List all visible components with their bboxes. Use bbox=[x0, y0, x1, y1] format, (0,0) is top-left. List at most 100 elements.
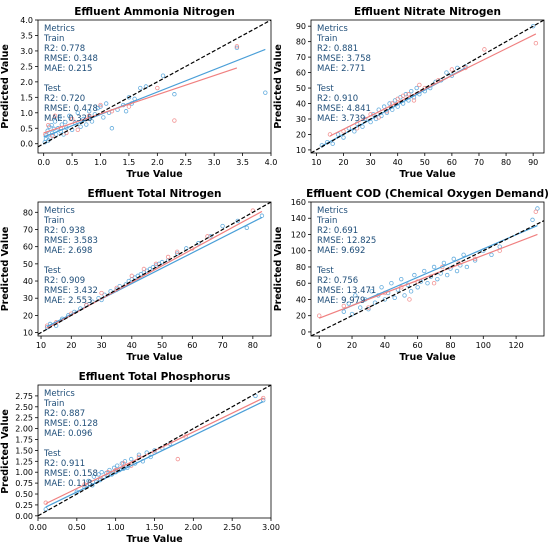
chart-3-train-point bbox=[408, 289, 414, 294]
chart-0-train-point bbox=[52, 119, 58, 124]
chart-3-metrics-line: R2: 0.691 bbox=[317, 226, 358, 236]
chart-2-x-tick-label: 30 bbox=[96, 341, 106, 350]
chart-0-train-point bbox=[138, 85, 143, 91]
chart-4-title: Effluent Total Phosphorus bbox=[79, 371, 231, 383]
chart-4-x-tick-label: 3.00 bbox=[262, 523, 280, 532]
chart-3-train-point bbox=[399, 276, 404, 282]
chart-3-identity-line bbox=[311, 220, 544, 336]
chart-4-y-tick-label: 2.50 bbox=[15, 403, 33, 412]
chart-3-test-point bbox=[366, 305, 371, 310]
chart-1-train-point bbox=[335, 132, 341, 137]
chart-4-x-tick-label: 0.50 bbox=[68, 523, 86, 532]
chart-1-x-tick-label: 20 bbox=[338, 158, 348, 167]
chart-3-y-tick-label: 20 bbox=[296, 312, 306, 321]
chart-1-train-point bbox=[444, 70, 449, 75]
chart-4-y-tick-label: 0.00 bbox=[15, 512, 33, 521]
chart-1-x-tick-label: 50 bbox=[420, 158, 430, 167]
chart-4-metrics-line: Train bbox=[43, 399, 64, 409]
chart-2-test-point bbox=[141, 266, 147, 272]
chart-1-train-point bbox=[330, 141, 335, 146]
chart-0-test-point bbox=[126, 104, 132, 109]
chart-0-y-tick-label: 1.0 bbox=[20, 109, 33, 118]
chart-3-train-point bbox=[425, 281, 430, 286]
chart-3-train-point bbox=[415, 285, 420, 290]
chart-0-y-tick-label: 3.5 bbox=[20, 31, 33, 40]
chart-3-x-tick-label: 20 bbox=[347, 341, 357, 350]
chart-4-metrics-line: Test bbox=[43, 449, 61, 459]
chart-1-x-tick-label: 60 bbox=[447, 158, 457, 167]
chart-2-test-point bbox=[129, 273, 135, 279]
chart-3-train-point bbox=[372, 300, 378, 305]
chart-1-test-point bbox=[411, 98, 417, 103]
chart-1-x-tick-label: 70 bbox=[474, 158, 484, 167]
chart-0-metrics-line: R2: 0.778 bbox=[44, 44, 85, 54]
chart-1-metrics-line: Train bbox=[316, 34, 337, 44]
chart-3-x-tick-label: 80 bbox=[445, 341, 455, 350]
chart-3-metrics-line: MAE: 9.979 bbox=[317, 296, 365, 306]
chart-4-metrics-line: MAE: 0.096 bbox=[44, 429, 92, 439]
chart-1-test-point bbox=[417, 82, 422, 88]
chart-3-x-tick-label: 60 bbox=[413, 341, 423, 350]
chart-1-test-point bbox=[449, 67, 455, 72]
chart-2: Effluent Total Nitrogen 10 20 30 40 50 60 70 80 1… bbox=[0, 188, 272, 363]
chart-0-y-tick-label: 3.0 bbox=[20, 47, 33, 56]
chart-4-x-tick-label: 1.00 bbox=[107, 523, 125, 532]
chart-0-y-tick-label: 1.5 bbox=[20, 93, 33, 102]
chart-2-x-tick-label: 40 bbox=[127, 341, 137, 350]
chart-0-test-point bbox=[98, 102, 103, 108]
chart-1-title: Effluent Nitrate Nitrogen bbox=[354, 6, 501, 18]
chart-0-train-point bbox=[89, 119, 95, 124]
chart-1-metrics-line: Metrics bbox=[317, 24, 348, 34]
chart-1-frame bbox=[310, 19, 545, 154]
chart-4-y-tick-label: 1.50 bbox=[15, 446, 33, 455]
chart-4-y-tick-label: 1.00 bbox=[15, 468, 33, 477]
chart-3-y-tick-label: 80 bbox=[296, 263, 306, 272]
chart-0-metrics-line: Metrics bbox=[44, 24, 75, 34]
chart-3-train-point bbox=[389, 281, 394, 286]
chart-3-y-tick-label: 100 bbox=[291, 247, 306, 256]
chart-3-metrics-line: RMSE: 13.471 bbox=[317, 286, 376, 296]
chart-4-train-fit-line bbox=[45, 401, 264, 508]
chart-1-train-point bbox=[368, 119, 373, 125]
chart-0-metrics-line: MAE: 0.325 bbox=[44, 114, 92, 124]
chart-3-train-point bbox=[489, 252, 494, 257]
chart-3-x-tick-label: 120 bbox=[508, 341, 523, 350]
chart-0-metrics-line: RMSE: 0.348 bbox=[44, 54, 98, 64]
chart-4-x-axis-label: True Value bbox=[126, 534, 182, 545]
chart-4-train-point bbox=[99, 470, 104, 475]
chart-3-train-point bbox=[444, 272, 450, 278]
chart-3-train-point bbox=[435, 276, 440, 282]
chart-0-train-point bbox=[101, 115, 106, 120]
chart-0-train-point bbox=[103, 101, 109, 106]
chart-2-train-point bbox=[244, 225, 249, 230]
chart-3-train-point bbox=[369, 289, 374, 294]
chart-1-metrics-line: RMSE: 4.841 bbox=[317, 104, 371, 114]
chart-1-test-point bbox=[395, 96, 400, 102]
chart-2-train-point bbox=[235, 218, 240, 224]
chart-0-title: Effluent Ammonia Nitrogen bbox=[74, 6, 235, 18]
chart-2-train-point bbox=[220, 223, 225, 229]
chart-1-train-point bbox=[409, 88, 414, 94]
chart-2-train-point bbox=[208, 234, 213, 239]
chart-1-y-tick-label: 10 bbox=[296, 146, 306, 155]
chart-1-x-tick-label: 10 bbox=[311, 158, 321, 167]
chart-1-x-tick-label: 40 bbox=[393, 158, 403, 167]
chart-1-test-point bbox=[533, 40, 539, 46]
chart-0-train-point bbox=[78, 124, 83, 129]
chart-2-x-axis-label: True Value bbox=[126, 352, 182, 363]
chart-3-train-point bbox=[382, 297, 388, 302]
chart-2-y-tick-label: 20 bbox=[23, 311, 33, 320]
chart-0: Effluent Ammonia Nitrogen 0.0 0.5 1.0 1.5 2.0… bbox=[0, 6, 277, 180]
chart-1-identity-line bbox=[311, 20, 544, 153]
chart-3-title: Effluent COD (Chemical Oxygen Demand) bbox=[306, 188, 549, 200]
chart-3-test-fit-line bbox=[318, 233, 538, 319]
chart-2-metrics-line: RMSE: 3.583 bbox=[44, 236, 98, 246]
chart-0-y-tick-label: 0.5 bbox=[20, 124, 33, 133]
chart-1-test-point bbox=[406, 92, 411, 97]
chart-4: Effluent Total Phosphorus 0.00 0.50 1.00 1.5… bbox=[0, 371, 280, 545]
chart-4-train-point bbox=[119, 461, 125, 466]
chart-0-test-point bbox=[234, 44, 240, 49]
chart-1-train-point bbox=[371, 112, 376, 117]
chart-3-train-point bbox=[379, 285, 384, 290]
chart-3-train-point bbox=[366, 307, 371, 312]
